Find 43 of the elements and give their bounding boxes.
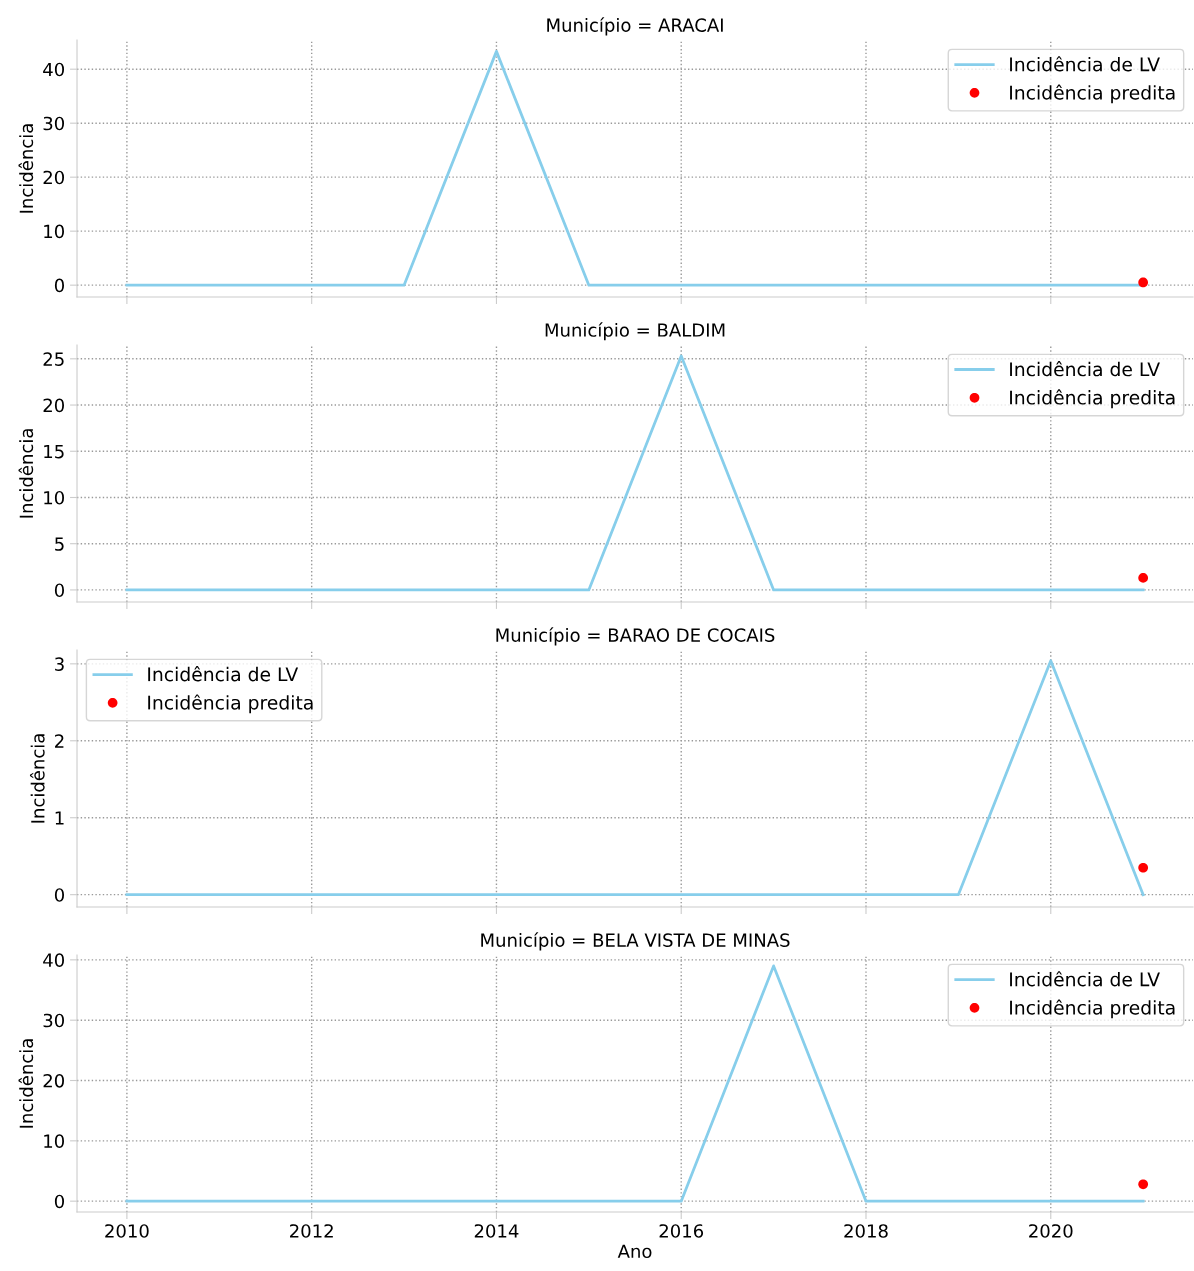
chart-title: Município = ARACAI xyxy=(547,17,723,36)
legend-label: Incidência de LV xyxy=(1010,971,1160,987)
y-tick-label: 30 xyxy=(43,116,65,131)
legend-label: Incidência de LV xyxy=(148,666,299,682)
x-tick-label: 2014 xyxy=(474,1224,519,1238)
x-tick-label: 2012 xyxy=(290,1224,333,1238)
legend-label: Incidência predita xyxy=(1010,389,1175,409)
x-tick-label: 2010 xyxy=(105,1224,149,1238)
y-tick-label: 0 xyxy=(54,278,65,293)
y-tick-label: 20 xyxy=(43,398,65,413)
chart-title: Município = BARAO DE COCAIS xyxy=(496,627,775,646)
y-tick-label: 20 xyxy=(43,170,65,185)
y-tick-label: 5 xyxy=(55,537,64,551)
x-axis-title: Ano xyxy=(617,1244,652,1259)
legend-label: Incidência de LV xyxy=(1010,361,1160,377)
y-tick-label: 15 xyxy=(44,444,64,459)
y-tick-label: 0 xyxy=(54,583,65,598)
y-tick-label: 25 xyxy=(43,352,64,366)
y-tick-label: 20 xyxy=(43,1073,65,1088)
y-tick-label: 3 xyxy=(55,657,64,671)
x-tick-label: 2020 xyxy=(1029,1224,1073,1238)
chart-title: Município = BALDIM xyxy=(545,322,725,341)
y-tick-label: 1 xyxy=(55,811,64,825)
legend-label: Incidência de LV xyxy=(1010,56,1160,72)
legend-label: Incidência predita xyxy=(148,694,313,714)
y-axis-title: Incidência xyxy=(18,1039,34,1128)
y-axis-title: Incidência xyxy=(18,124,34,213)
y-tick-label: 10 xyxy=(44,224,65,239)
legend-label: Incidência predita xyxy=(1010,999,1175,1019)
x-tick-label: 2016 xyxy=(659,1224,704,1238)
y-tick-label: 0 xyxy=(54,1194,65,1209)
chart-title: Município = BELA VISTA DE MINAS xyxy=(481,932,790,951)
legend-label: Incidência predita xyxy=(1010,84,1175,104)
y-tick-label: 0 xyxy=(54,888,65,902)
x-tick-label: 2018 xyxy=(844,1224,888,1238)
y-axis-title: Incidência xyxy=(18,429,34,518)
y-tick-label: 10 xyxy=(44,1134,65,1148)
y-tick-label: 10 xyxy=(44,490,65,505)
y-tick-label: 40 xyxy=(43,62,65,77)
y-tick-label: 30 xyxy=(43,1013,65,1028)
y-tick-label: 2 xyxy=(55,734,64,748)
y-tick-label: 40 xyxy=(43,953,65,967)
y-axis-title: Incidência xyxy=(29,734,45,823)
